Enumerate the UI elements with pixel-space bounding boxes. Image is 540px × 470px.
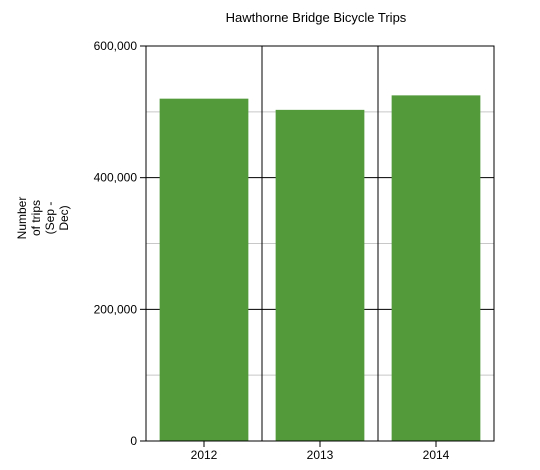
y-axis-label-line-2: of trips (29, 200, 43, 236)
chart-title: Hawthorne Bridge Bicycle Trips (226, 10, 407, 25)
y-axis-label-line-4: Dec) (57, 205, 71, 230)
y-axis-label: Number of trips (Sep - Dec) (15, 197, 71, 240)
y-tick-label: 200,000 (94, 302, 138, 316)
y-tick-label: 600,000 (94, 39, 138, 53)
x-tick-label: 2013 (307, 448, 334, 462)
bar-2013 (275, 109, 365, 441)
y-axis-label-line-3: (Sep - (43, 202, 57, 235)
bar-2014 (391, 95, 481, 441)
x-tick-label: 2012 (191, 448, 218, 462)
bar-2012 (159, 98, 249, 442)
x-tick-label: 2014 (423, 448, 450, 462)
y-tick-label: 400,000 (94, 171, 138, 185)
y-axis-label-line-1: Number (15, 197, 29, 240)
y-tick-label: 0 (130, 434, 137, 448)
